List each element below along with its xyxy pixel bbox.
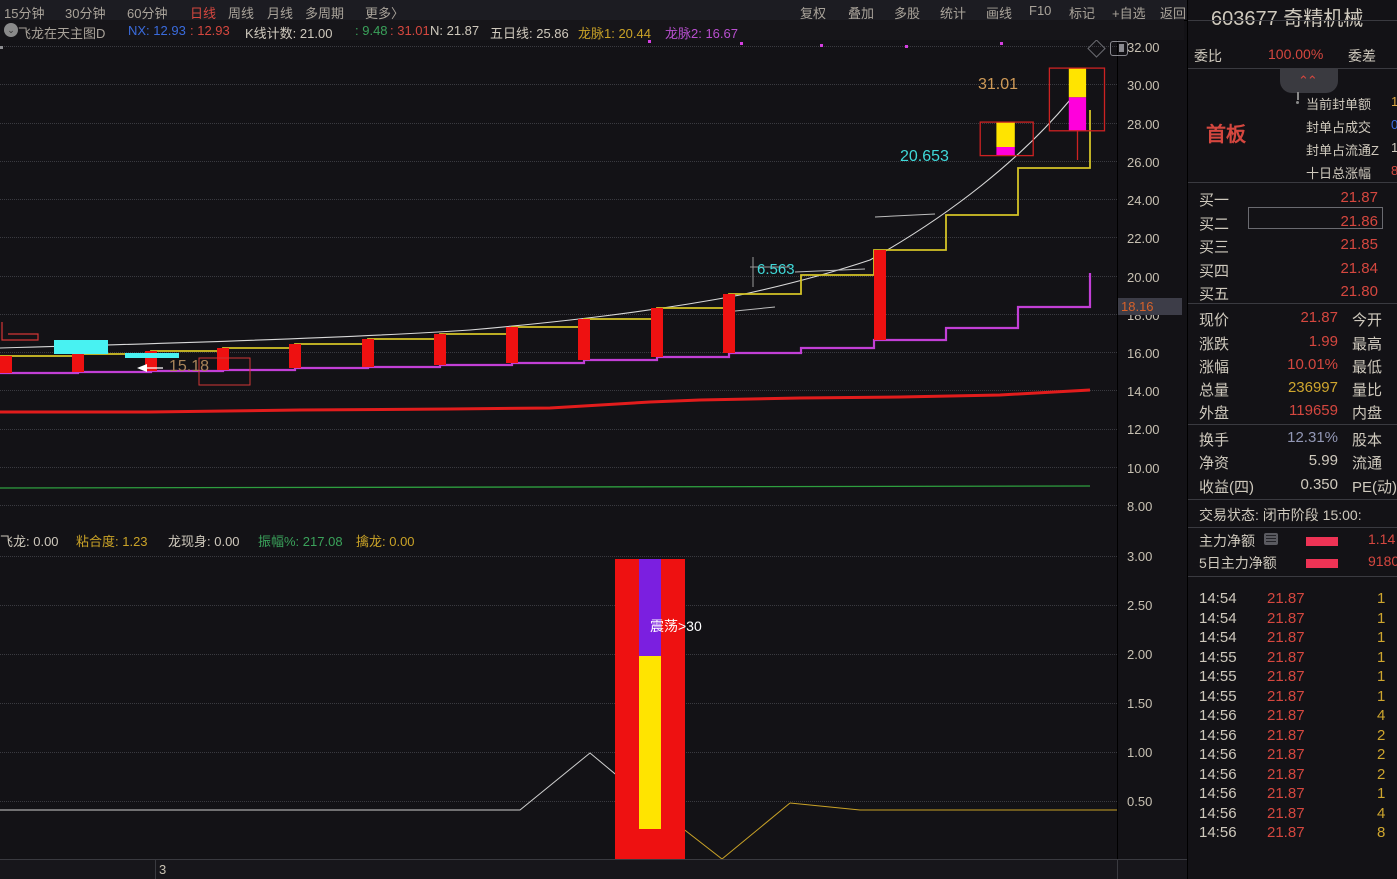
svg-text:震荡>30: 震荡>30 <box>650 618 702 634</box>
svg-text:6.563: 6.563 <box>757 261 795 278</box>
